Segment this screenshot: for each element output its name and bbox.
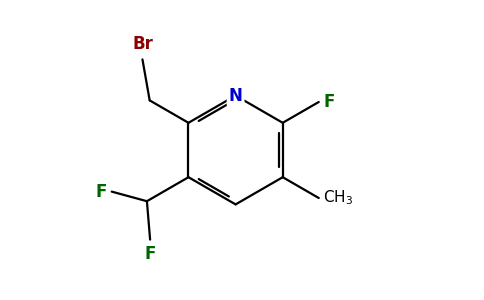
Text: F: F <box>96 183 107 201</box>
Text: F: F <box>144 245 156 263</box>
Text: CH$_3$: CH$_3$ <box>323 189 353 207</box>
Text: Br: Br <box>132 35 153 53</box>
Text: N: N <box>228 87 242 105</box>
Text: F: F <box>323 93 334 111</box>
